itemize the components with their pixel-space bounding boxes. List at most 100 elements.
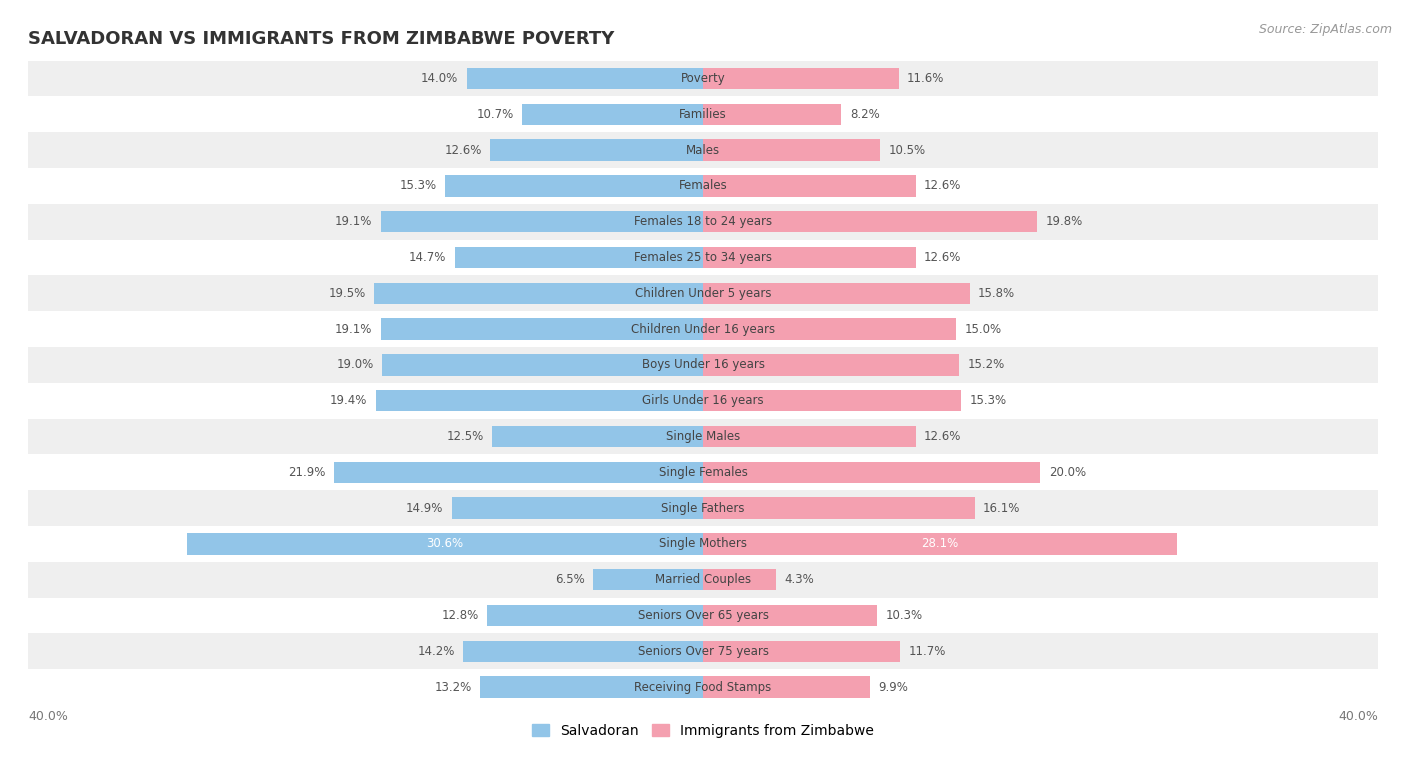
Bar (28, 597, 1378, 634)
Bar (703, 676, 870, 698)
Text: 12.6%: 12.6% (924, 251, 962, 264)
Text: 10.7%: 10.7% (477, 108, 515, 121)
Text: SALVADORAN VS IMMIGRANTS FROM ZIMBABWE POVERTY: SALVADORAN VS IMMIGRANTS FROM ZIMBABWE P… (28, 30, 614, 48)
Text: Poverty: Poverty (681, 72, 725, 85)
Bar (491, 139, 703, 161)
Legend: Salvadoran, Immigrants from Zimbabwe: Salvadoran, Immigrants from Zimbabwe (526, 718, 880, 743)
Text: 28.1%: 28.1% (921, 537, 959, 550)
Bar (187, 533, 703, 555)
Text: 11.7%: 11.7% (908, 645, 946, 658)
Text: 12.6%: 12.6% (924, 430, 962, 443)
Text: 14.2%: 14.2% (418, 645, 456, 658)
Text: Seniors Over 75 years: Seniors Over 75 years (637, 645, 769, 658)
Text: 30.6%: 30.6% (426, 537, 464, 550)
Text: 19.1%: 19.1% (335, 215, 373, 228)
Bar (703, 354, 959, 376)
Bar (703, 390, 962, 412)
Bar (333, 462, 703, 483)
Bar (703, 569, 776, 590)
Text: Girls Under 16 years: Girls Under 16 years (643, 394, 763, 407)
Text: Receiving Food Stamps: Receiving Food Stamps (634, 681, 772, 694)
Text: Married Couples: Married Couples (655, 573, 751, 586)
Text: Single Females: Single Females (658, 465, 748, 479)
Text: Children Under 5 years: Children Under 5 years (634, 287, 772, 300)
Bar (28, 454, 1378, 490)
Text: 15.2%: 15.2% (967, 359, 1005, 371)
Text: 19.5%: 19.5% (329, 287, 366, 300)
Bar (703, 104, 841, 125)
Text: 15.0%: 15.0% (965, 323, 1001, 336)
Text: 15.8%: 15.8% (979, 287, 1015, 300)
Text: 14.7%: 14.7% (409, 251, 447, 264)
Text: 14.9%: 14.9% (406, 502, 443, 515)
Text: 19.4%: 19.4% (330, 394, 367, 407)
Bar (444, 175, 703, 196)
Text: 15.3%: 15.3% (970, 394, 1007, 407)
Text: Children Under 16 years: Children Under 16 years (631, 323, 775, 336)
Bar (703, 497, 974, 518)
Text: 14.0%: 14.0% (422, 72, 458, 85)
Bar (381, 318, 703, 340)
Text: Seniors Over 65 years: Seniors Over 65 years (637, 609, 769, 622)
Text: 19.8%: 19.8% (1046, 215, 1083, 228)
Text: 12.8%: 12.8% (441, 609, 478, 622)
Text: Families: Families (679, 108, 727, 121)
Text: 19.1%: 19.1% (335, 323, 373, 336)
Bar (703, 318, 956, 340)
Bar (28, 168, 1378, 204)
Bar (28, 312, 1378, 347)
Bar (28, 562, 1378, 597)
Bar (451, 497, 703, 518)
Bar (28, 490, 1378, 526)
Text: 11.6%: 11.6% (907, 72, 945, 85)
Bar (28, 204, 1378, 240)
Bar (28, 96, 1378, 132)
Bar (486, 605, 703, 626)
Bar (374, 283, 703, 304)
Text: Single Mothers: Single Mothers (659, 537, 747, 550)
Bar (375, 390, 703, 412)
Bar (28, 347, 1378, 383)
Text: 4.3%: 4.3% (785, 573, 814, 586)
Bar (703, 462, 1040, 483)
Text: 10.3%: 10.3% (886, 609, 922, 622)
Bar (703, 139, 880, 161)
Bar (703, 426, 915, 447)
Text: 19.0%: 19.0% (337, 359, 374, 371)
Text: Females: Females (679, 180, 727, 193)
Text: 8.2%: 8.2% (849, 108, 880, 121)
Bar (703, 641, 900, 662)
Bar (703, 67, 898, 89)
Text: Males: Males (686, 143, 720, 157)
Text: 12.5%: 12.5% (447, 430, 484, 443)
Bar (28, 240, 1378, 275)
Text: Single Fathers: Single Fathers (661, 502, 745, 515)
Text: 16.1%: 16.1% (983, 502, 1021, 515)
Text: Boys Under 16 years: Boys Under 16 years (641, 359, 765, 371)
Text: 21.9%: 21.9% (288, 465, 325, 479)
Bar (703, 605, 877, 626)
Bar (28, 383, 1378, 418)
Bar (467, 67, 703, 89)
Bar (523, 104, 703, 125)
Text: 13.2%: 13.2% (434, 681, 472, 694)
Bar (28, 275, 1378, 312)
Text: 6.5%: 6.5% (555, 573, 585, 586)
Bar (28, 418, 1378, 454)
Bar (464, 641, 703, 662)
Bar (492, 426, 703, 447)
Bar (28, 634, 1378, 669)
Text: 40.0%: 40.0% (1339, 710, 1378, 723)
Bar (456, 247, 703, 268)
Bar (382, 354, 703, 376)
Bar (28, 132, 1378, 168)
Bar (703, 283, 970, 304)
Text: 9.9%: 9.9% (879, 681, 908, 694)
Text: Females 18 to 24 years: Females 18 to 24 years (634, 215, 772, 228)
Text: Source: ZipAtlas.com: Source: ZipAtlas.com (1258, 23, 1392, 36)
Text: 12.6%: 12.6% (444, 143, 482, 157)
Text: 20.0%: 20.0% (1049, 465, 1085, 479)
Bar (703, 247, 915, 268)
Bar (481, 676, 703, 698)
Bar (28, 61, 1378, 96)
